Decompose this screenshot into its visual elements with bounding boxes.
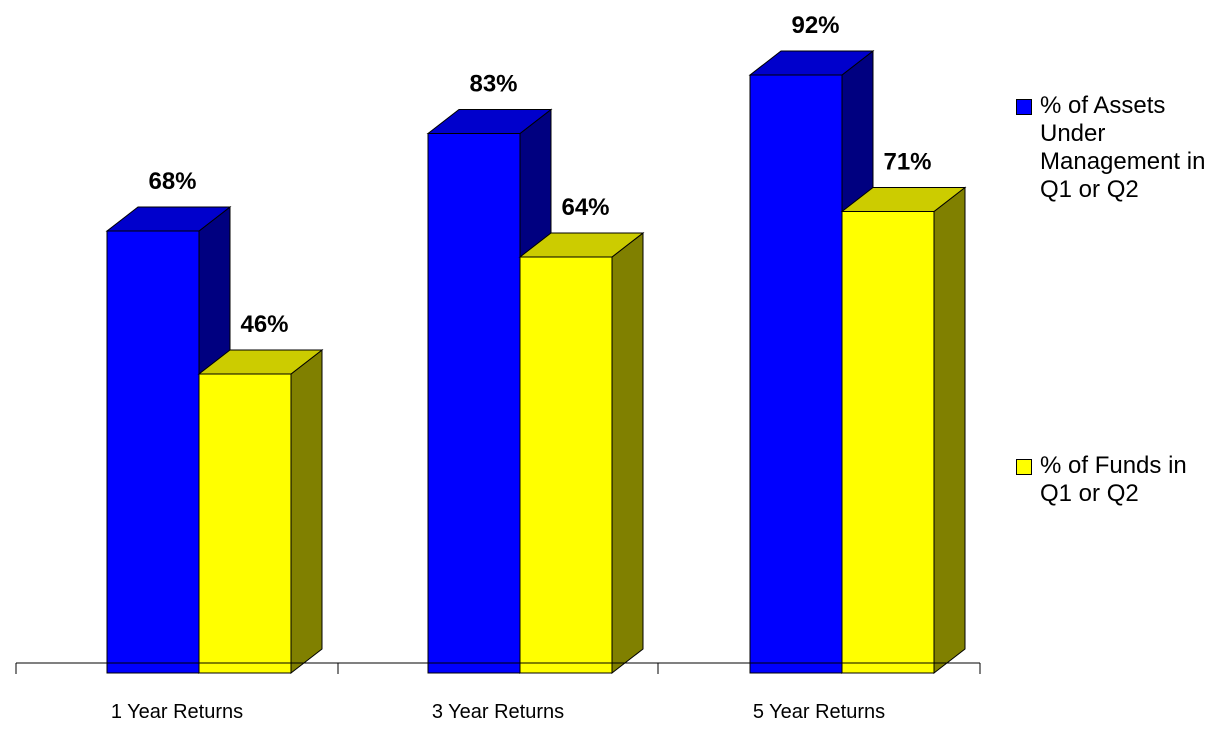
bar-cat0-s0 bbox=[106, 230, 200, 674]
bar-side-cat2-s1 bbox=[933, 186, 966, 675]
value-label-cat2-s0: 92% bbox=[791, 12, 839, 39]
legend-swatch-assets bbox=[1016, 99, 1032, 115]
legend: % of Assets Under Management in Q1 or Q2… bbox=[1010, 0, 1222, 733]
value-labels: 68% 46% 83% 64% 92% 71% bbox=[148, 12, 931, 338]
x-tick-label-2: 5 Year Returns bbox=[753, 701, 885, 723]
value-label-cat1-s1: 64% bbox=[561, 194, 609, 221]
bar-cat1-s0 bbox=[427, 133, 521, 674]
x-tick-labels: 1 Year Returns 3 Year Returns 5 Year Retur… bbox=[111, 701, 885, 723]
value-label-cat0-s1: 46% bbox=[240, 311, 288, 338]
x-axis bbox=[15, 662, 981, 674]
value-label-cat0-s0: 68% bbox=[148, 168, 196, 195]
legend-swatch-funds bbox=[1016, 459, 1032, 475]
legend-item-assets: % of Assets Under Management in Q1 or Q2 bbox=[1016, 92, 1220, 204]
legend-item-funds: % of Funds in Q1 or Q2 bbox=[1016, 452, 1220, 508]
bar-side-cat1-s1 bbox=[611, 231, 644, 675]
legend-label-assets: % of Assets Under Management in Q1 or Q2 bbox=[1040, 92, 1206, 203]
x-tick-label-1: 3 Year Returns bbox=[432, 701, 564, 723]
bars-group bbox=[105, 49, 967, 675]
bar-cat2-s0 bbox=[749, 74, 843, 674]
bar-side-cat0-s1 bbox=[290, 348, 323, 675]
bar-cat2-s1 bbox=[841, 211, 935, 674]
legend-label-funds: % of Funds in Q1 or Q2 bbox=[1040, 452, 1187, 507]
bar-cat0-s1 bbox=[198, 373, 292, 674]
bar-cat1-s1 bbox=[519, 256, 613, 674]
x-tick-label-0: 1 Year Returns bbox=[111, 701, 243, 723]
value-label-cat1-s0: 83% bbox=[469, 71, 517, 98]
value-label-cat2-s1: 71% bbox=[883, 149, 931, 176]
